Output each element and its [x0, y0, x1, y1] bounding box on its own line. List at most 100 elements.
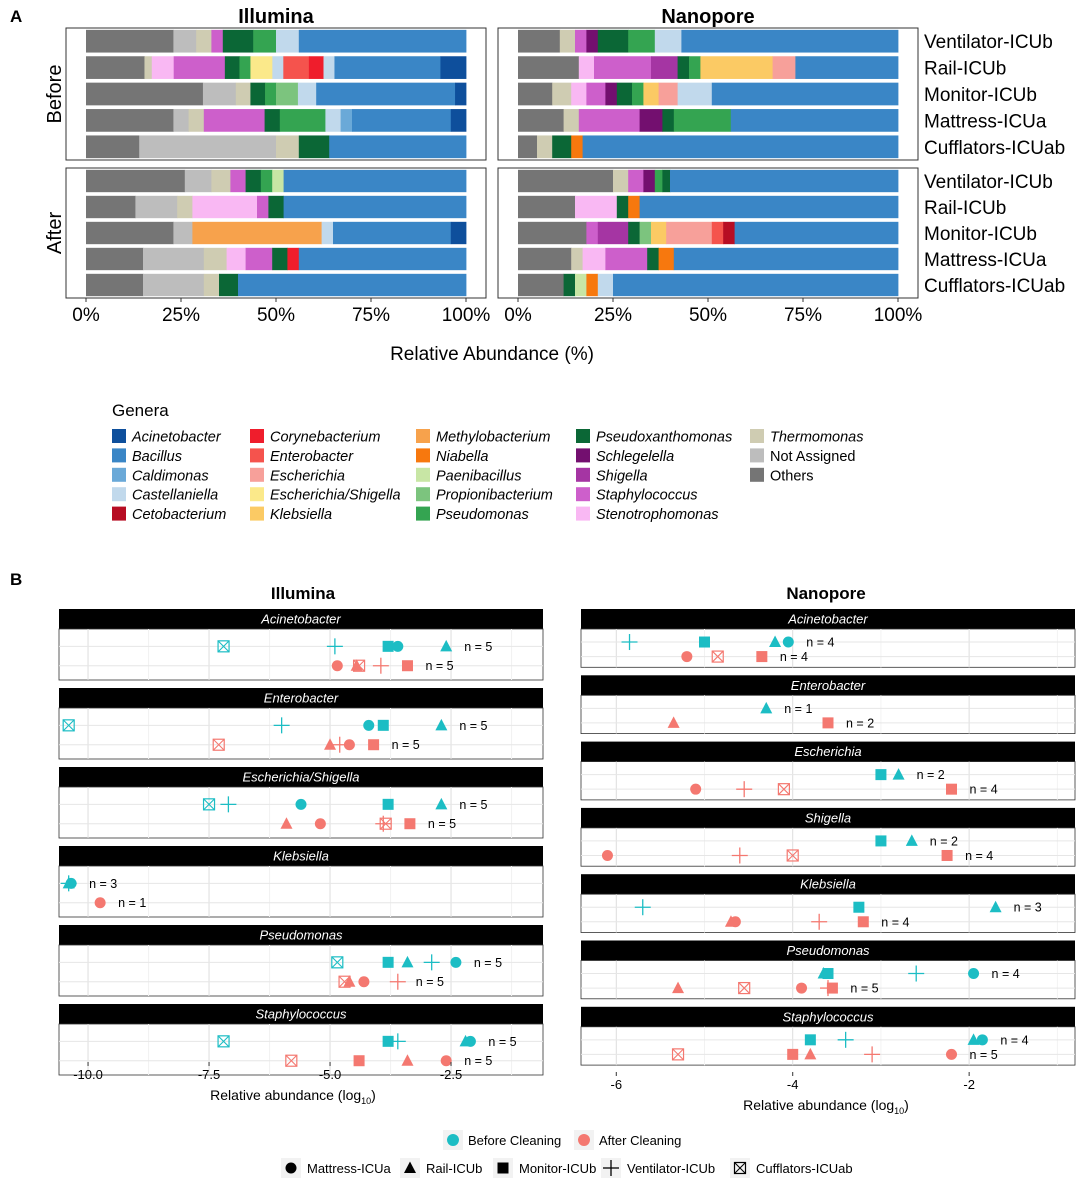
- legend-item-bacillus: Bacillus: [112, 448, 182, 465]
- point-square: [787, 1048, 799, 1060]
- bar-segment-thermomonas: [196, 29, 212, 53]
- n-label-before: n = 2: [930, 834, 958, 848]
- legend-item-escherichia-shigella: Escherichia/Shigella: [250, 487, 401, 504]
- facet-title: Escherichia/Shigella: [242, 770, 359, 785]
- facet-pseudomonas: Pseudomonas n = 5 n = 5: [58, 925, 544, 997]
- legend-item-paenibacillus: Paenibacillus: [416, 467, 521, 484]
- legend-label: Paenibacillus: [436, 468, 521, 484]
- legend-swatch: [416, 467, 430, 482]
- bar-segment-pseudomonas: [260, 169, 273, 193]
- x-tick-label: 50%: [257, 305, 295, 326]
- point-boxx-box: [711, 650, 724, 663]
- point-boxx-x2: [738, 982, 751, 994]
- bar-segment-propionibacterium: [276, 82, 299, 106]
- n-label-after: n = 4: [965, 849, 993, 863]
- bar-segment-pseudoxanthomonas: [264, 109, 281, 132]
- legend-swatch: [250, 448, 264, 463]
- n-label-before: n = 5: [488, 1035, 516, 1049]
- legend-label: Not Assigned: [770, 449, 855, 465]
- point-boxx-x2: [217, 640, 230, 653]
- facet-plot-area: [580, 761, 1076, 801]
- legend-label: Pseudoxanthomonas: [596, 430, 732, 446]
- bar-segment-stenotrophomonas: [582, 247, 606, 271]
- point-boxx-box: [671, 1048, 685, 1061]
- point-circle: [976, 1034, 988, 1046]
- point-boxx-x2: [353, 659, 365, 672]
- bar-segment-bacillus: [334, 56, 441, 79]
- bar-segment-thermomonas: [203, 247, 227, 271]
- point-square: [875, 769, 887, 781]
- bar-segment-others: [86, 247, 144, 271]
- x-tick-label: 25%: [162, 305, 200, 326]
- bar-segment-staphylococcus: [203, 109, 265, 132]
- bar-segment-stenotrophomonas: [578, 56, 595, 79]
- facet-title: Klebsiella: [800, 877, 856, 892]
- bar-segment-others: [518, 109, 564, 132]
- bar-segment-paenibacillus: [575, 273, 587, 297]
- bar-panel-nanopore-after: [497, 167, 919, 299]
- bar-segment-pseudoxanthomonas: [298, 135, 330, 159]
- bar-segment-corynebacterium: [308, 56, 324, 79]
- bar-segment-niabella: [658, 247, 675, 271]
- point-circle: [358, 976, 370, 988]
- point-circle: [796, 982, 808, 994]
- column-title-nanopore: Nanopore: [661, 6, 754, 28]
- legend-label: Escherichia/Shigella: [270, 488, 401, 504]
- bar-segment-staphylococcus: [173, 56, 226, 79]
- point-boxx: [671, 1048, 685, 1061]
- point-plus: [220, 796, 237, 813]
- point-boxx-x2: [217, 1035, 230, 1048]
- bar-segment-bacillus: [283, 195, 467, 219]
- facet-shigella: Shigella n = 2 n = 4: [580, 807, 1076, 867]
- facet-plot-area: [580, 1026, 1076, 1066]
- bar-segment-bacillus: [316, 82, 456, 106]
- bar-segment-propionibacterium: [639, 221, 652, 245]
- bar-segment-bacillus: [298, 29, 467, 53]
- bar-segment-others: [518, 247, 572, 271]
- legend-label: Acinetobacter: [131, 430, 222, 446]
- facet-strip: [581, 1006, 1075, 1027]
- facet-strip: [581, 874, 1075, 895]
- bar-segment-escherichia-shigella: [250, 56, 273, 79]
- sample-label-rail-icub: Rail-ICUb: [924, 198, 1006, 219]
- bar-segment-castellaniella: [677, 82, 713, 106]
- point-triangle: [769, 635, 782, 648]
- point-triangle: [667, 716, 680, 728]
- point-plus: [736, 781, 753, 798]
- bar-segment-thermomonas: [188, 109, 205, 132]
- n-label-after: n = 4: [881, 915, 909, 929]
- point-boxx-box: [352, 659, 366, 672]
- point-boxx-x2: [212, 738, 225, 751]
- n-label-before: n = 5: [464, 640, 492, 654]
- bar-segment-escherichia: [772, 56, 796, 79]
- facet-pseudomonas: Pseudomonas n = 4 n = 5: [580, 940, 1076, 1000]
- legend-label: Enterobacter: [270, 449, 354, 465]
- legend-item-methylobacterium: Methylobacterium: [416, 429, 550, 446]
- facet-enterobacter: Enterobacter n = 1 n = 2: [580, 675, 1076, 734]
- bar-segment-bacillus: [795, 56, 899, 79]
- legend-label: Klebsiella: [270, 507, 332, 523]
- legend-label: Others: [770, 468, 814, 484]
- legend-swatch: [112, 506, 126, 521]
- point-circle: [968, 968, 980, 980]
- point-circle: [295, 798, 307, 810]
- legend-item-caldimonas: Caldimonas: [112, 467, 209, 484]
- bar-segment-pseudoxanthomonas: [272, 247, 288, 271]
- sample-label-cufflators-icuab: Cufflators-ICUab: [924, 276, 1065, 297]
- legend-swatch: [250, 506, 264, 521]
- point-boxx-box: [285, 1054, 298, 1067]
- sample-label-ventilator-icub: Ventilator-ICUb: [924, 172, 1053, 193]
- point-boxx-x2: [62, 719, 75, 732]
- bar-segment-staphylococcus: [575, 29, 587, 53]
- bar-segment-staphylococcus: [586, 221, 599, 245]
- point-square: [946, 783, 957, 795]
- point-plus: [423, 954, 440, 971]
- facet-strip: [581, 609, 1075, 629]
- point-triangle: [905, 834, 918, 846]
- bar-segment-others: [86, 109, 174, 132]
- x-axis-label-end: ): [371, 1087, 376, 1103]
- point-boxx-x2: [285, 1054, 298, 1067]
- point-triangle: [404, 1161, 416, 1173]
- legend-label: Cufflators-ICUab: [756, 1161, 853, 1176]
